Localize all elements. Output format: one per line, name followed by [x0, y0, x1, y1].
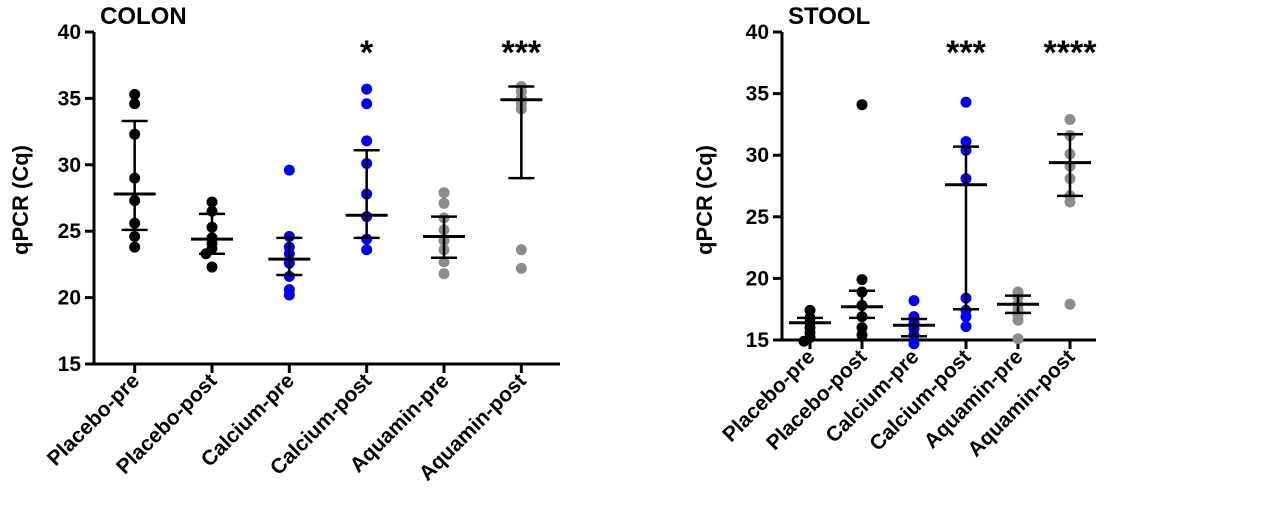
y-tick-label: 20: [58, 287, 81, 310]
data-point: [1064, 298, 1076, 310]
data-point: [361, 135, 373, 147]
data-point: [960, 320, 972, 332]
y-tick-label: 20: [746, 267, 769, 290]
colon-panel: COLON qPCR (Cq) 152025303540Placebo-preP…: [8, 3, 560, 485]
data-point: [960, 136, 972, 148]
data-point: [438, 197, 450, 209]
data-point: [283, 289, 295, 301]
data-point: [283, 164, 295, 176]
y-tick-label: 25: [746, 206, 770, 229]
data-point: [856, 274, 868, 286]
data-point: [438, 268, 450, 280]
data-point: [129, 231, 141, 243]
data-point: [856, 329, 868, 341]
significance-label: ***: [946, 34, 986, 72]
y-tick-label: 25: [58, 220, 82, 243]
data-point: [361, 98, 373, 110]
data-point: [283, 270, 295, 282]
y-tick-label: 35: [746, 83, 770, 106]
data-point: [515, 262, 527, 274]
y-tick-label: 15: [58, 353, 82, 376]
data-point: [515, 244, 527, 256]
data-point: [1064, 113, 1076, 125]
data-point: [206, 196, 218, 208]
y-tick-label: 40: [58, 21, 81, 44]
data-point: [283, 231, 295, 243]
y-axis-label-colon: qPCR (Cq): [8, 145, 33, 255]
data-point: [206, 261, 218, 273]
data-point: [960, 311, 972, 323]
data-point: [129, 98, 141, 110]
y-tick-label: 15: [746, 329, 770, 352]
data-point: [361, 244, 373, 256]
significance-label: ***: [501, 34, 541, 72]
y-tick-label: 30: [58, 154, 81, 177]
data-point: [1012, 314, 1024, 326]
data-point: [129, 88, 141, 100]
data-point: [129, 241, 141, 253]
significance-label: *: [360, 34, 374, 72]
panel-title-colon: COLON: [100, 3, 187, 30]
data-point: [908, 295, 920, 307]
data-point: [856, 99, 868, 111]
y-axis-label-stool: qPCR (Cq): [692, 145, 717, 255]
data-point: [361, 233, 373, 245]
data-point: [1012, 333, 1024, 345]
stool-panel: STOOL qPCR (Cq) 152025303540Placebo-preP…: [692, 3, 1097, 461]
data-point: [960, 96, 972, 108]
y-tick-label: 40: [746, 21, 769, 44]
data-point: [438, 187, 450, 199]
data-point: [1064, 196, 1076, 208]
y-tick-label: 35: [58, 87, 82, 110]
data-point: [361, 83, 373, 95]
significance-label: ****: [1044, 34, 1098, 72]
y-tick-label: 30: [746, 144, 769, 167]
panel-title-stool: STOOL: [788, 3, 870, 30]
data-point: [908, 338, 920, 350]
